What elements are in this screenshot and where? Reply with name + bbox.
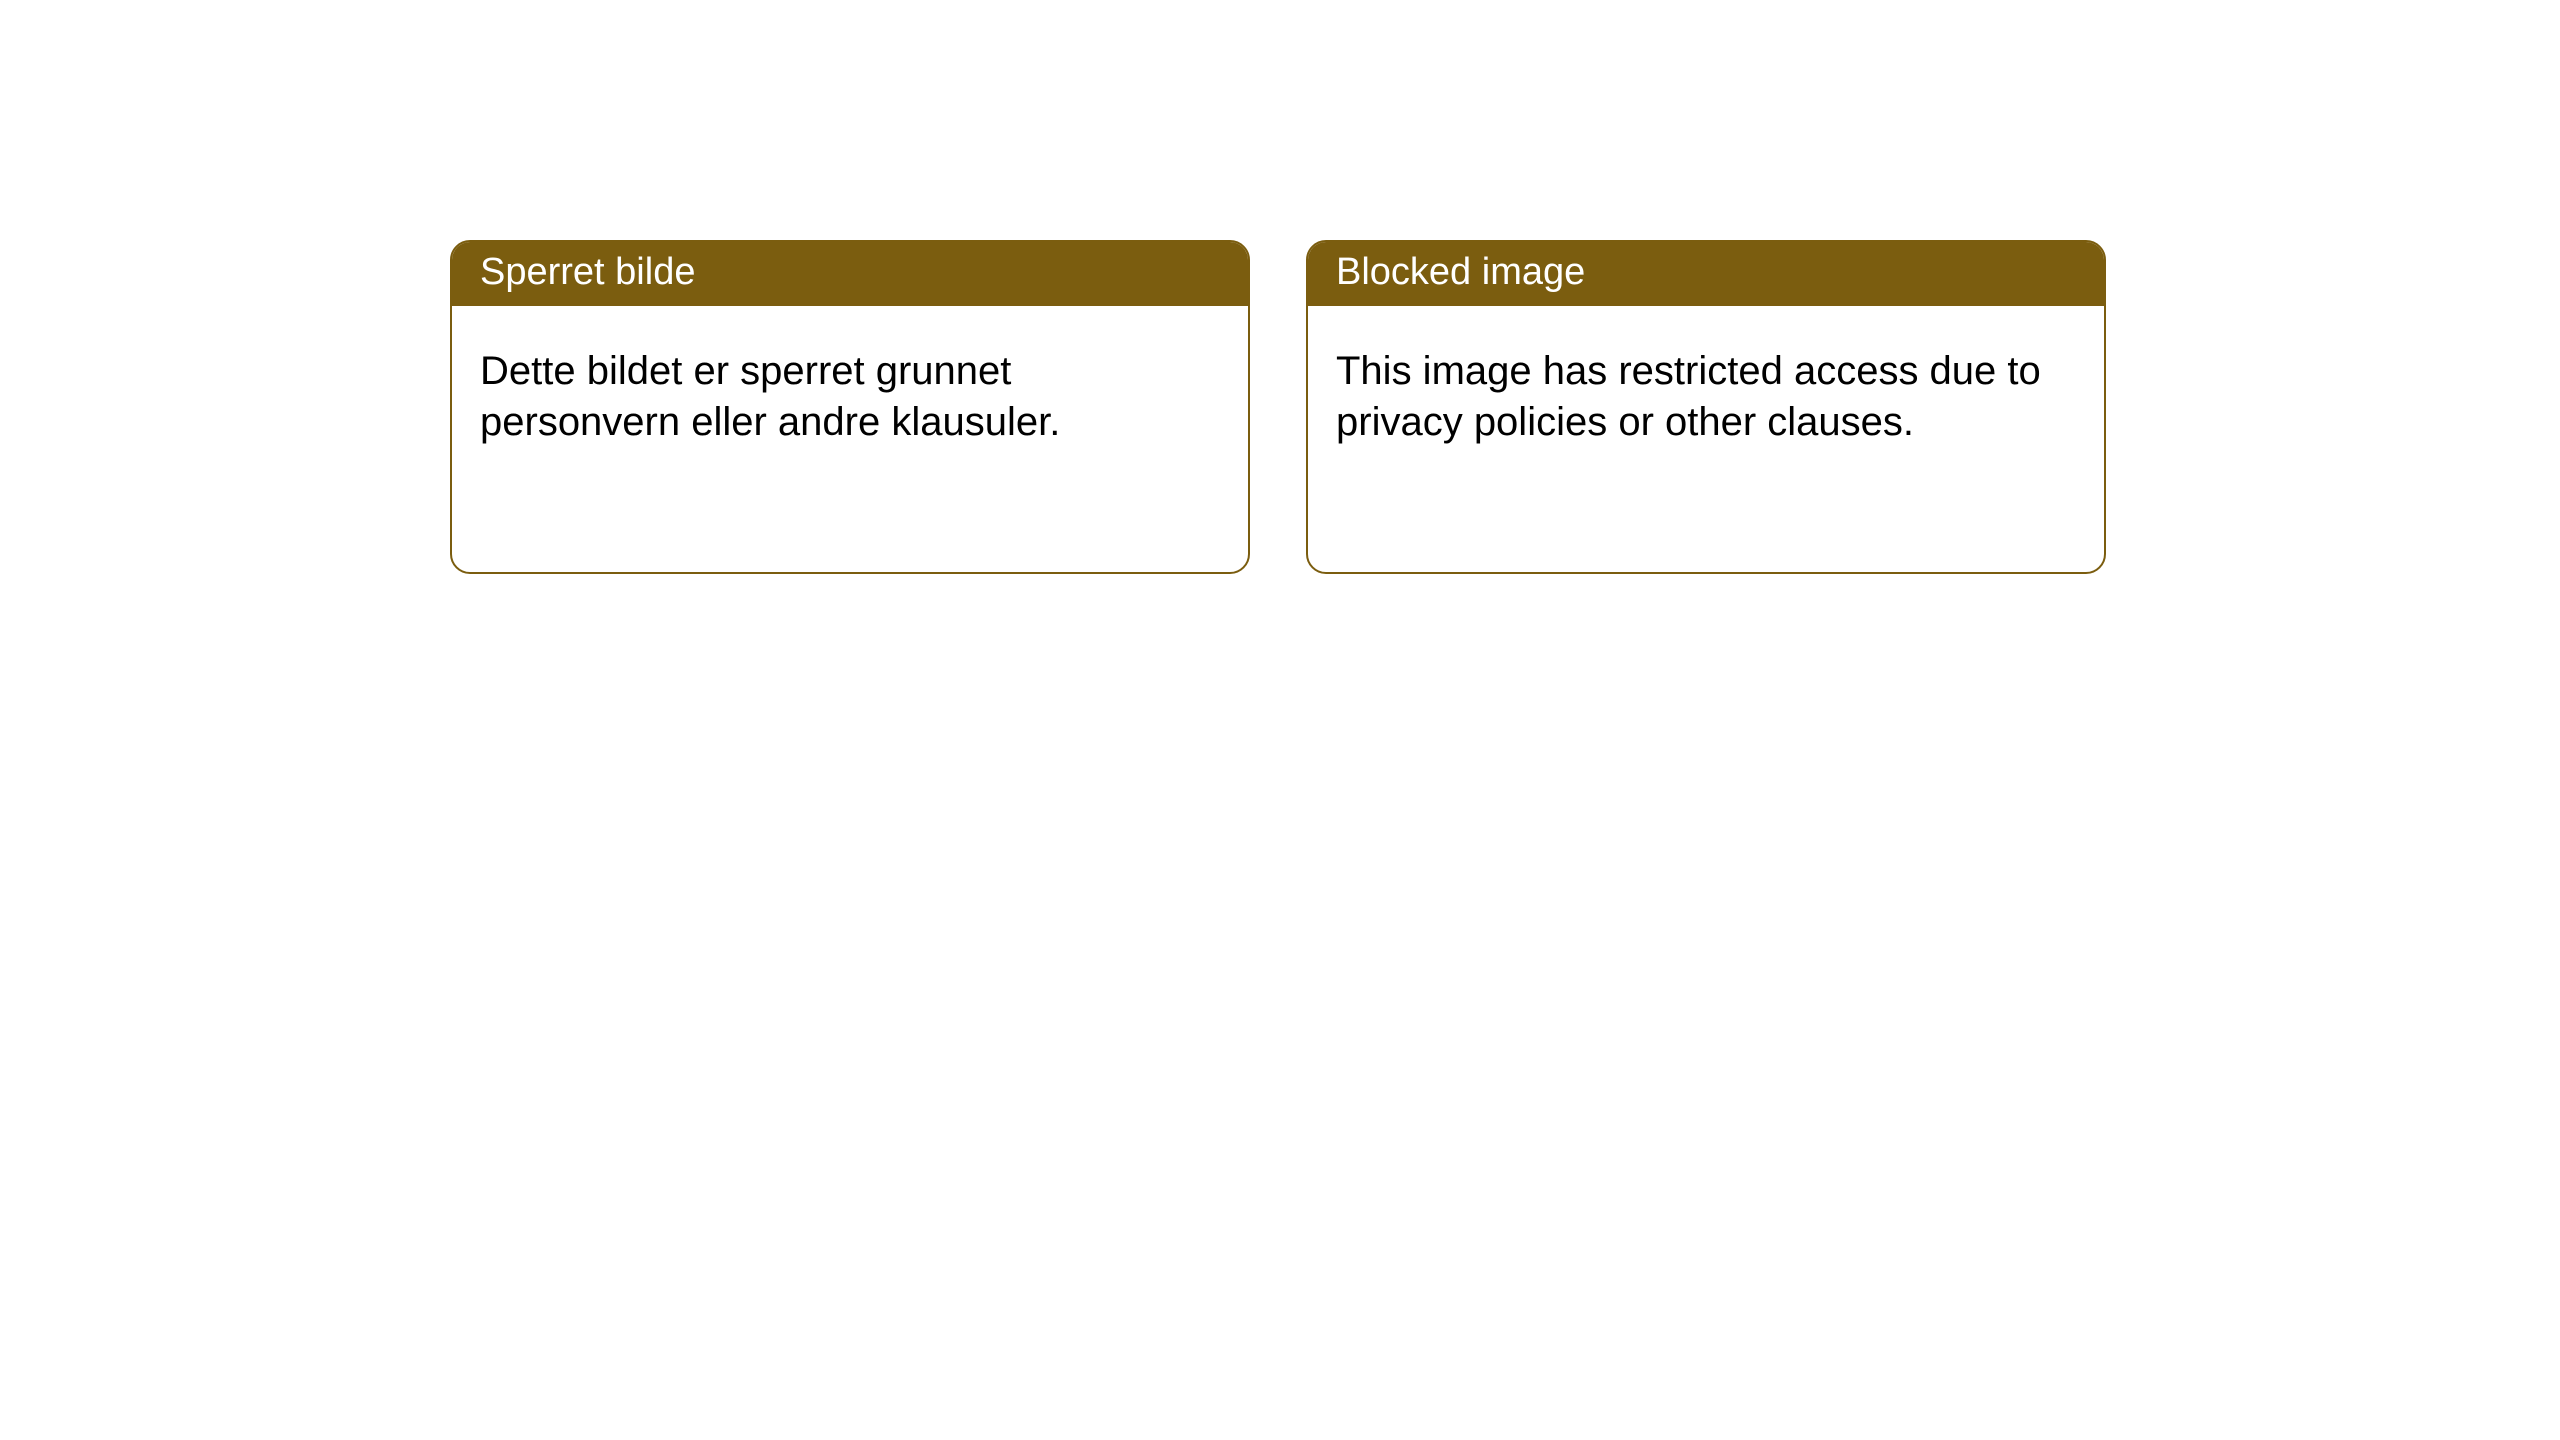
notice-card-body: Dette bildet er sperret grunnet personve… — [452, 306, 1248, 478]
notice-card-header: Blocked image — [1308, 242, 2104, 306]
notice-cards-container: Sperret bilde Dette bildet er sperret gr… — [0, 0, 2560, 574]
notice-card-body: This image has restricted access due to … — [1308, 306, 2104, 478]
notice-card-norwegian: Sperret bilde Dette bildet er sperret gr… — [450, 240, 1250, 574]
notice-card-header: Sperret bilde — [452, 242, 1248, 306]
notice-card-english: Blocked image This image has restricted … — [1306, 240, 2106, 574]
